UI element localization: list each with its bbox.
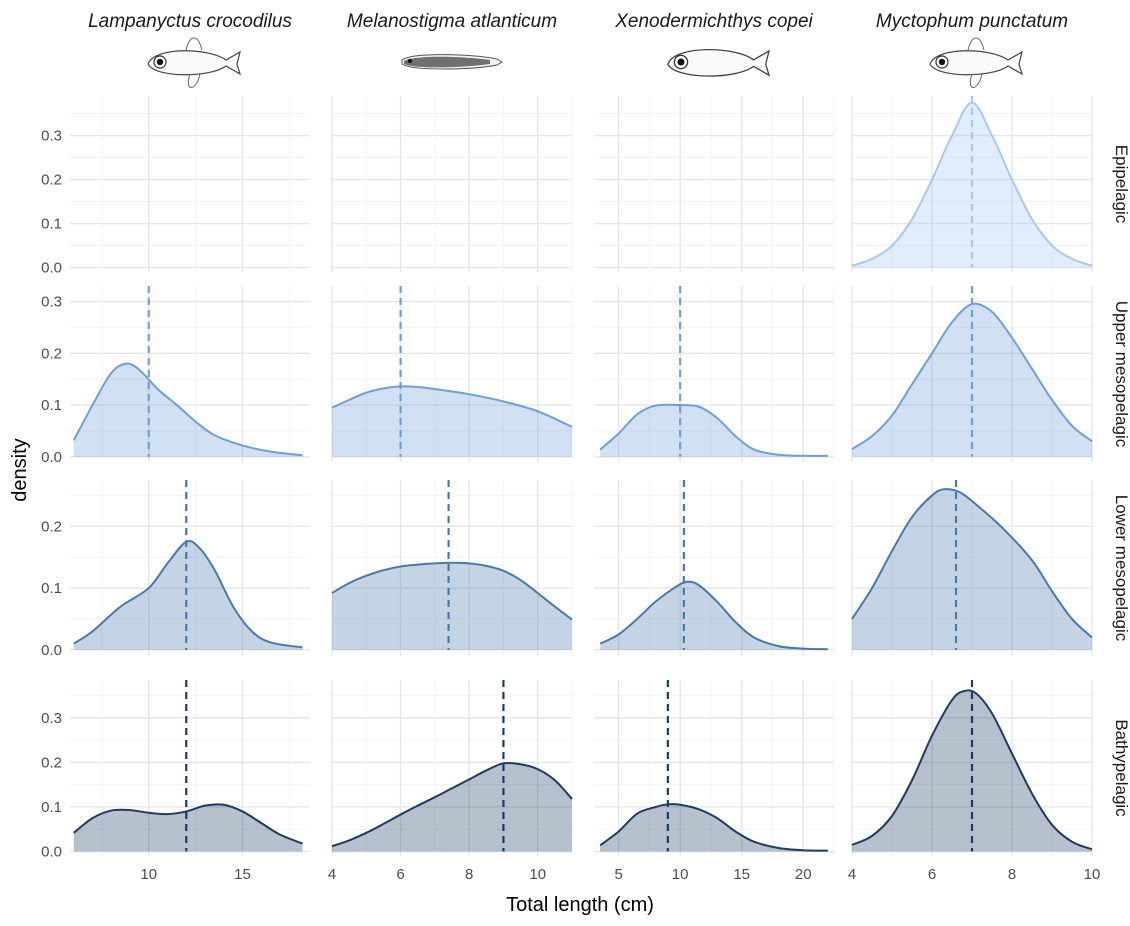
y-tick-label: 0.2	[41, 345, 62, 362]
density-line	[851, 488, 1093, 639]
y-tick-label: 0.0	[41, 260, 62, 277]
row-strip-label: Upper mesopelagic	[1112, 301, 1130, 448]
y-tick-label: 0.2	[41, 754, 62, 771]
x-tick-label: 15	[234, 866, 251, 883]
y-tick-label: 0.2	[41, 172, 62, 189]
species-title: Melanostigma atlanticum	[347, 11, 557, 32]
lanternfish-illustration	[147, 37, 242, 88]
x-tick-label: 8	[1008, 866, 1016, 883]
row-strip-label: Lower mesopelagic	[1112, 495, 1130, 642]
labels: Lampanyctus crocodilus Melanostigma atlan…	[41, 11, 1130, 883]
x-tick-label: 10	[1084, 866, 1101, 883]
density-line	[599, 403, 828, 457]
density-area	[332, 562, 572, 650]
y-tick-label: 0.0	[41, 844, 62, 861]
density-area	[600, 804, 828, 852]
x-tick-label: 10	[529, 866, 546, 883]
species-title: Lampanyctus crocodilus	[88, 11, 292, 32]
y-tick-label: 0.2	[41, 518, 62, 535]
density-area	[852, 303, 1092, 457]
density-line	[331, 761, 573, 848]
y-axis-title: density	[9, 438, 31, 501]
x-tick-label: 8	[465, 866, 473, 883]
y-tick-label: 0.0	[41, 642, 62, 659]
density-area	[332, 762, 572, 852]
x-tick-label: 10	[140, 866, 157, 883]
species-title: Myctophum punctatum	[876, 11, 1068, 32]
x-tick-label: 4	[328, 866, 336, 883]
density-area	[600, 404, 828, 457]
density-line	[72, 362, 303, 457]
density-line	[599, 803, 828, 852]
y-tick-label: 0.1	[41, 580, 62, 597]
density-line	[331, 561, 573, 621]
density-area	[73, 540, 303, 650]
y-tick-label: 0.3	[41, 710, 62, 727]
y-tick-label: 0.1	[41, 397, 62, 414]
density-area	[332, 386, 572, 457]
x-tick-label: 6	[396, 866, 404, 883]
density-area	[600, 581, 828, 650]
y-tick-label: 0.1	[41, 216, 62, 233]
density-area	[73, 363, 303, 457]
eelpout-illustration	[401, 54, 503, 70]
density-line	[851, 689, 1093, 851]
y-tick-label: 0.0	[41, 449, 62, 466]
density-line	[73, 803, 303, 845]
y-tick-label: 0.3	[41, 128, 62, 145]
x-tick-label: 10	[672, 866, 689, 883]
y-tick-label: 0.3	[41, 294, 62, 311]
y-tick-label: 0.1	[41, 799, 62, 816]
row-strip-label: Epipelagic	[1112, 145, 1130, 224]
density-line	[599, 580, 828, 651]
smoothhead-illustration	[667, 48, 771, 77]
x-tick-label: 5	[614, 866, 622, 883]
row-strip-label: Bathypelagic	[1112, 719, 1130, 817]
x-tick-label: 15	[733, 866, 750, 883]
x-tick-label: 6	[928, 866, 936, 883]
density-area	[852, 489, 1092, 650]
lanternfish-illustration	[929, 37, 1024, 88]
density-line	[73, 539, 303, 649]
density-area	[73, 804, 303, 852]
density-curves	[72, 96, 1093, 852]
density-line	[331, 385, 573, 428]
x-tick-label: 20	[795, 866, 812, 883]
species-title: Xenodermichthys copei	[614, 11, 813, 32]
x-tick-label: 4	[848, 866, 856, 883]
x-axis-title: Total length (cm)	[506, 894, 654, 916]
